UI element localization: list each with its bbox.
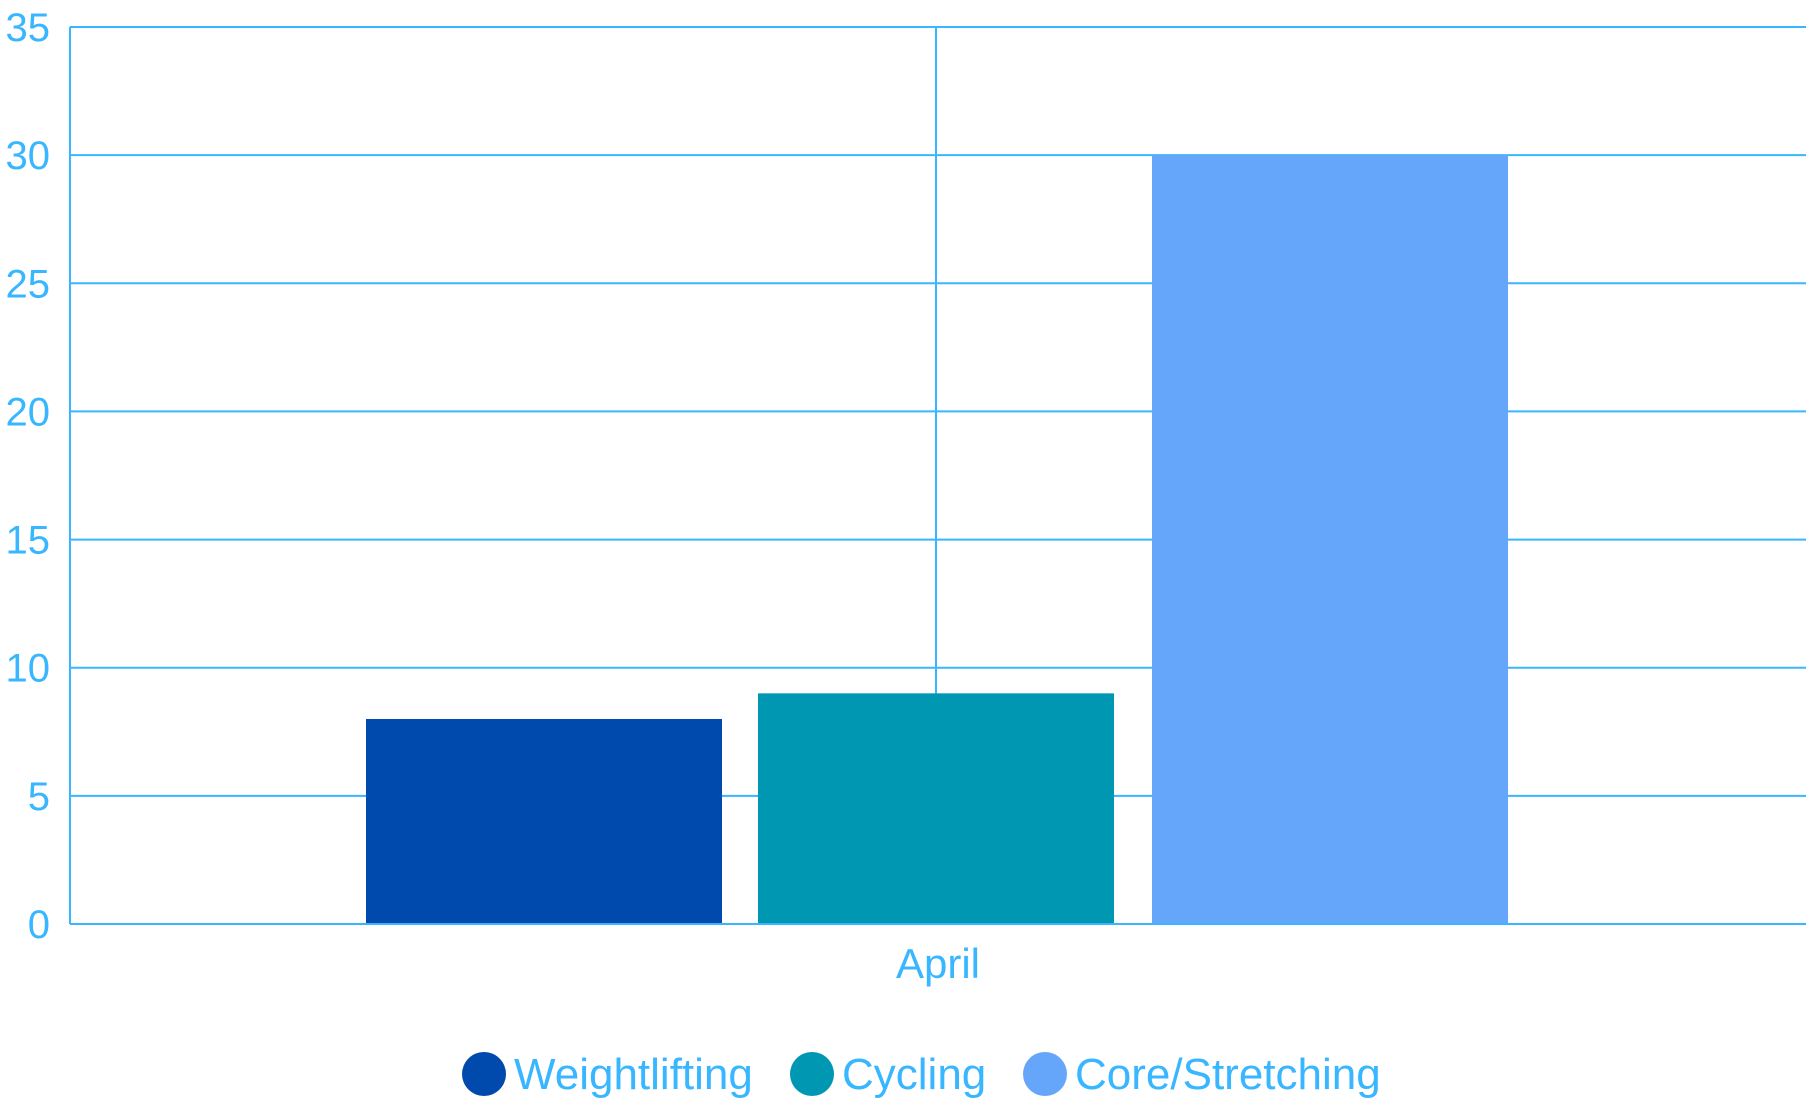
legend-label: Core/Stretching bbox=[1075, 1050, 1381, 1099]
legend-label: Weightlifting bbox=[514, 1050, 753, 1099]
axes bbox=[69, 27, 1806, 925]
y-tick-labels: 0 5 10 15 20 25 30 35 bbox=[6, 6, 51, 947]
legend-swatch bbox=[462, 1052, 506, 1096]
y-tick-label: 20 bbox=[6, 390, 51, 434]
x-category-labels: April bbox=[896, 940, 980, 987]
y-tick-label: 0 bbox=[28, 903, 50, 947]
y-tick-label: 15 bbox=[6, 519, 51, 563]
bar-weightlifting bbox=[366, 718, 722, 924]
y-tick-label: 25 bbox=[6, 262, 51, 306]
legend-item-weightlifting: Weightlifting bbox=[462, 1050, 753, 1099]
legend-item-core-stretching: Core/Stretching bbox=[1023, 1050, 1381, 1099]
x-category-label: April bbox=[896, 940, 980, 987]
legend-swatch bbox=[790, 1052, 834, 1096]
bar-cycling bbox=[758, 693, 1114, 924]
legend: Weightlifting Cycling Core/Stretching bbox=[462, 1050, 1381, 1099]
y-tick-label: 30 bbox=[6, 134, 51, 178]
legend-swatch bbox=[1023, 1052, 1067, 1096]
grid-lines bbox=[70, 26, 1806, 925]
legend-label: Cycling bbox=[842, 1050, 986, 1099]
bars bbox=[366, 155, 1508, 925]
bar-core-stretching bbox=[1152, 155, 1508, 925]
y-tick-label: 5 bbox=[28, 775, 50, 819]
y-tick-label: 35 bbox=[6, 6, 51, 50]
y-tick-label: 10 bbox=[6, 647, 51, 691]
legend-item-cycling: Cycling bbox=[790, 1050, 986, 1099]
